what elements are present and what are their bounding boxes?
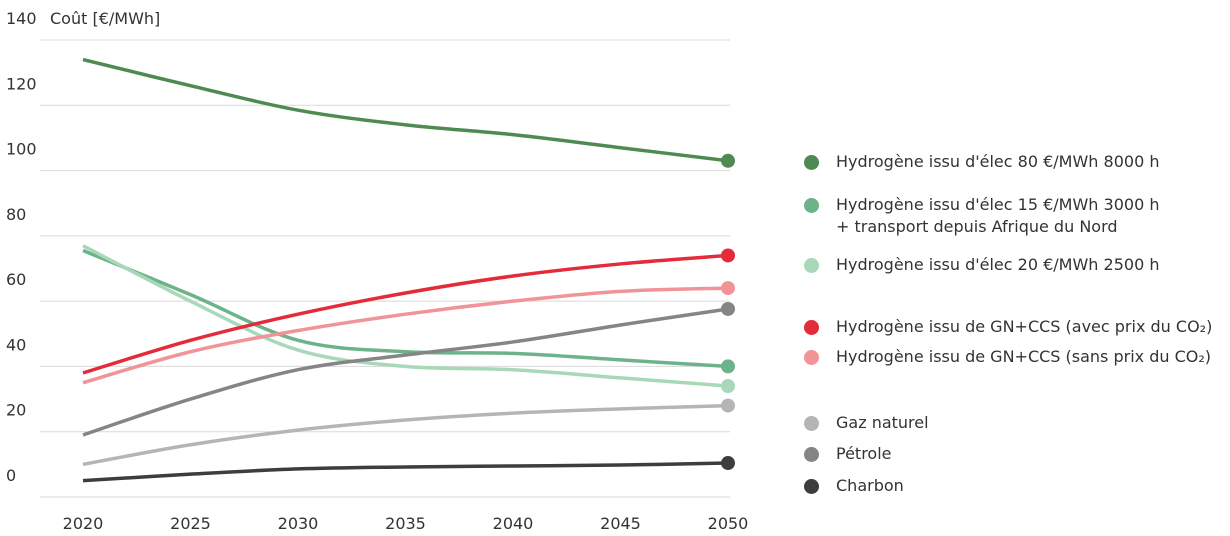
legend-swatch bbox=[804, 447, 819, 462]
legend-label: Hydrogène issu d'élec 80 €/MWh 8000 h bbox=[836, 152, 1160, 171]
end-marker bbox=[721, 398, 735, 413]
y-tick-label: 40 bbox=[6, 335, 26, 354]
legend-label: Charbon bbox=[836, 476, 904, 495]
series-line bbox=[82, 244, 729, 388]
y-tick-label: 120 bbox=[6, 74, 37, 93]
x-tick-label: 2045 bbox=[600, 514, 641, 533]
series-line bbox=[82, 253, 729, 375]
series-line bbox=[82, 307, 729, 437]
series-line bbox=[82, 286, 729, 385]
legend-swatch bbox=[804, 416, 819, 431]
legend-swatch bbox=[804, 320, 819, 335]
y-tick-label: 140 bbox=[6, 9, 37, 28]
series-line bbox=[82, 57, 729, 163]
legend-label: Hydrogène issu d'élec 20 €/MWh 2500 h bbox=[836, 255, 1160, 274]
legend-label: Hydrogène issu de GN+CCS (avec prix du C… bbox=[836, 317, 1213, 336]
x-tick-label: 2030 bbox=[278, 514, 319, 533]
end-marker bbox=[721, 301, 735, 316]
legend-label: Gaz naturel bbox=[836, 413, 929, 432]
legend-swatch bbox=[804, 479, 819, 494]
end-marker bbox=[721, 281, 735, 296]
series-line bbox=[82, 461, 729, 483]
x-tick-label: 2050 bbox=[708, 514, 749, 533]
legend-label: Hydrogène issu de GN+CCS (sans prix du C… bbox=[836, 347, 1212, 366]
x-tick-label: 2020 bbox=[63, 514, 104, 533]
y-tick-label: 0 bbox=[6, 466, 16, 485]
series-line bbox=[82, 403, 729, 467]
x-tick-label: 2025 bbox=[170, 514, 211, 533]
legend-swatch bbox=[804, 155, 819, 170]
end-marker bbox=[721, 359, 735, 374]
end-marker bbox=[721, 379, 735, 394]
legend-label: Pétrole bbox=[836, 444, 892, 463]
x-tick-label: 2040 bbox=[493, 514, 534, 533]
y-tick-label: 100 bbox=[6, 140, 37, 159]
y-tick-label: 20 bbox=[6, 401, 26, 420]
end-marker bbox=[721, 248, 735, 263]
series-line bbox=[82, 248, 729, 369]
y-axis-label: Coût [€/MWh] bbox=[50, 9, 160, 28]
y-tick-label: 60 bbox=[6, 270, 26, 289]
end-marker bbox=[721, 456, 735, 471]
y-tick-label: 80 bbox=[6, 205, 26, 224]
legend-swatch bbox=[804, 258, 819, 273]
legend-swatch bbox=[804, 198, 819, 213]
x-tick-label: 2035 bbox=[385, 514, 426, 533]
end-marker bbox=[721, 153, 735, 168]
legend-swatch bbox=[804, 350, 819, 365]
legend-label: Hydrogène issu d'élec 15 €/MWh 3000 h + … bbox=[836, 195, 1160, 236]
